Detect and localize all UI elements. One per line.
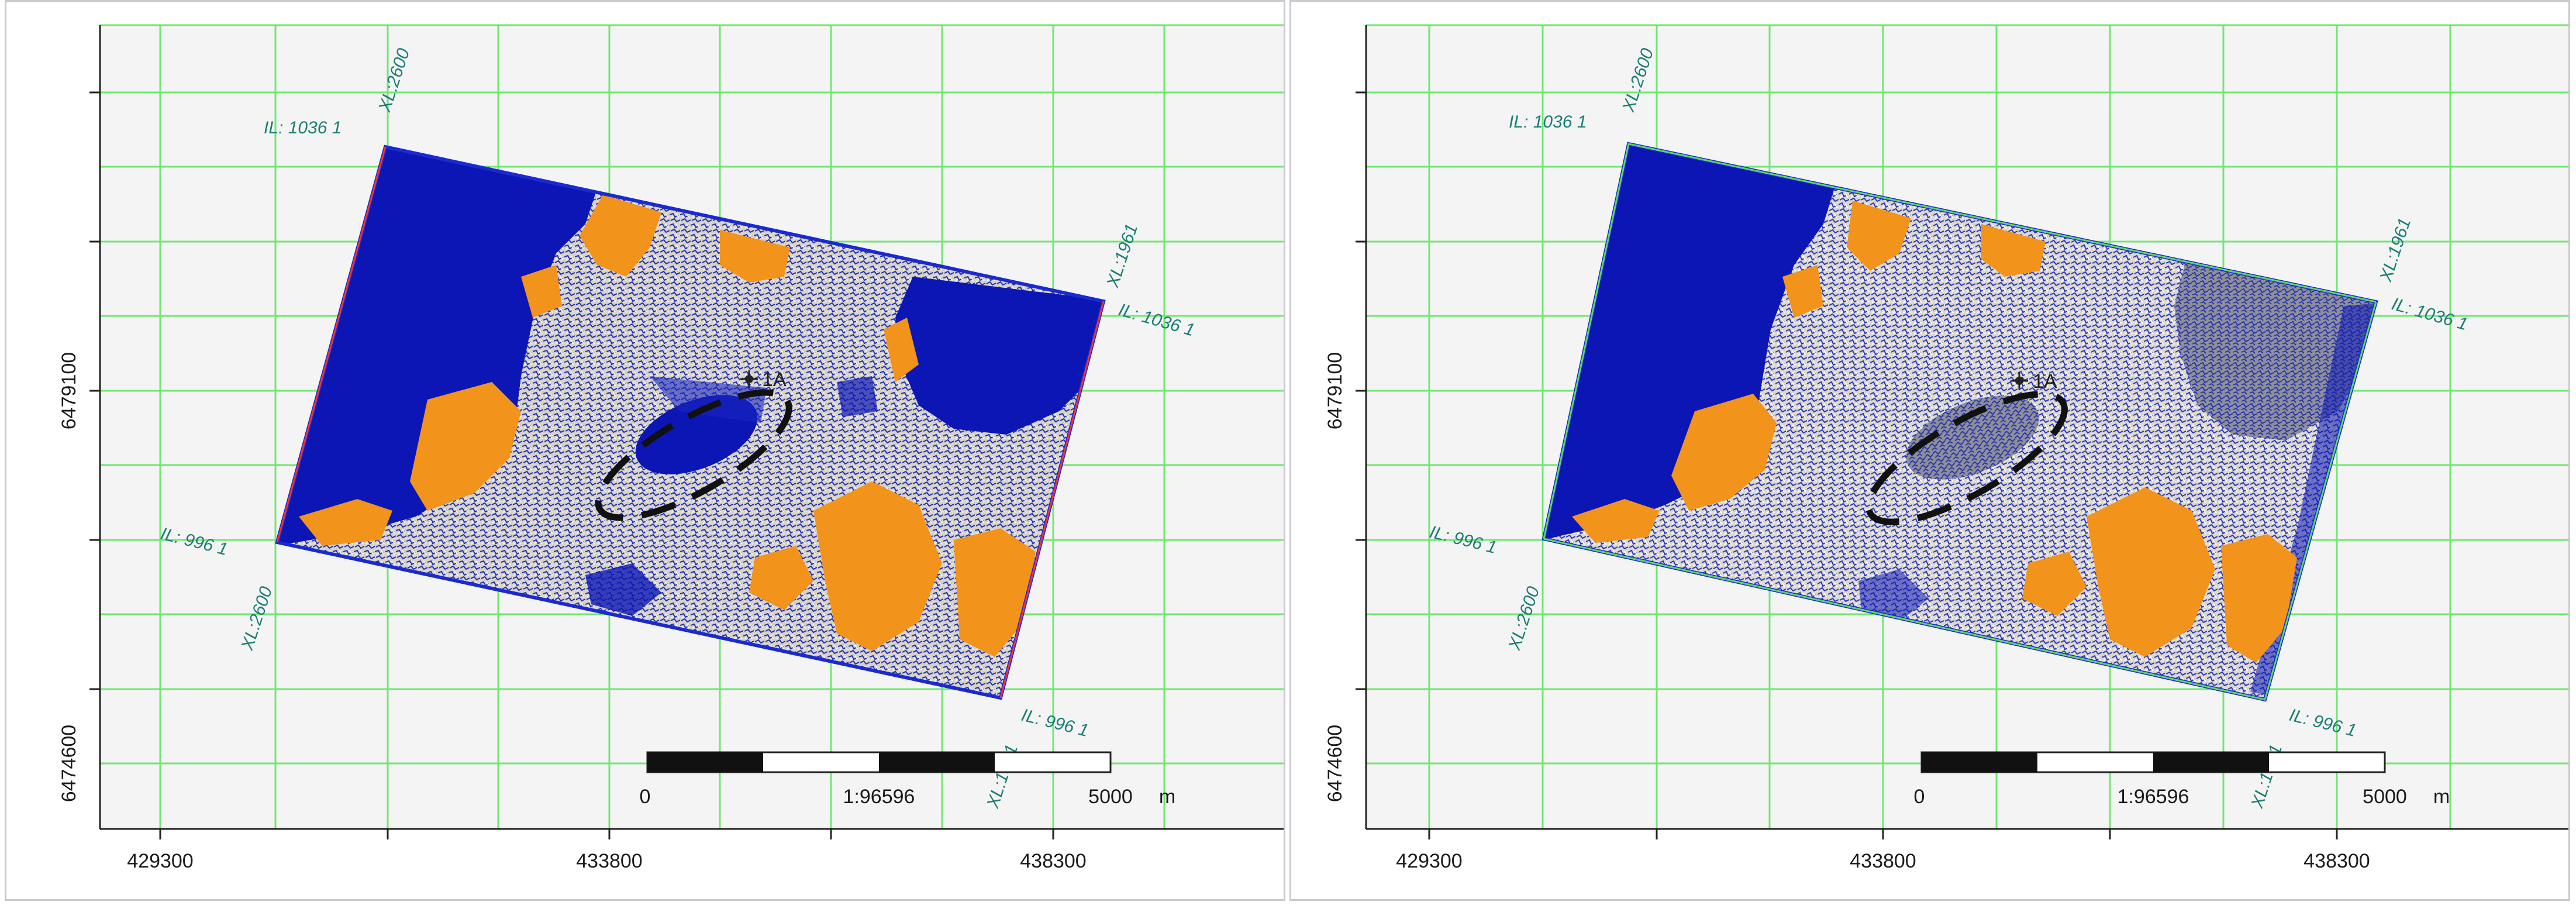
scale-bar: 0 1:96596 5000 m	[1914, 751, 2450, 808]
scale-start: 0	[640, 786, 651, 808]
x-tick-label: 429300	[127, 850, 193, 872]
scale-ratio: 1:96596	[843, 786, 915, 808]
highlight-ellipse	[1865, 391, 2068, 525]
x-tick-label: 438300	[1020, 850, 1086, 872]
x-tick-label: 433800	[1850, 850, 1916, 872]
scale-unit: m	[2433, 786, 2450, 808]
y-tick-label: 6479100	[1324, 352, 1346, 429]
scale-unit: m	[1159, 786, 1175, 808]
corner-label-top-il: IL: 1036 1	[1509, 112, 1587, 132]
x-tick-label: 429300	[1396, 850, 1462, 872]
well-label: 1A	[2033, 370, 2057, 393]
map-panel-left: 429300 433800 438300 6479100 6474600	[5, 0, 1285, 901]
map-canvas-left[interactable]: 429300 433800 438300 6479100 6474600	[6, 2, 1284, 899]
map-panel-right: 429300 433800 438300 6479100 6474600	[1289, 0, 2570, 901]
highlight-ellipse	[595, 389, 792, 521]
seismic-survey-area[interactable]	[275, 142, 1106, 700]
well-marker[interactable]: 1A	[740, 369, 787, 391]
well-marker[interactable]: 1A	[2011, 370, 2057, 393]
well-label: 1A	[762, 369, 787, 391]
scale-bar: 0 1:96596 5000 m	[640, 751, 1175, 808]
map-canvas-right[interactable]: 429300 433800 438300 6479100 6474600	[1291, 2, 2568, 899]
scale-end: 5000	[1088, 786, 1133, 808]
y-tick-label: 6474600	[1324, 725, 1346, 802]
scale-end: 5000	[2363, 786, 2407, 808]
scale-ratio: 1:96596	[2118, 786, 2189, 808]
y-tick-label: 6474600	[58, 725, 80, 802]
scale-start: 0	[1914, 786, 1925, 808]
y-tick-label: 6479100	[58, 352, 80, 429]
x-tick-label: 433800	[576, 850, 642, 872]
x-tick-label: 438300	[2303, 850, 2370, 872]
corner-label-top-il: IL: 1036 1	[264, 118, 342, 137]
